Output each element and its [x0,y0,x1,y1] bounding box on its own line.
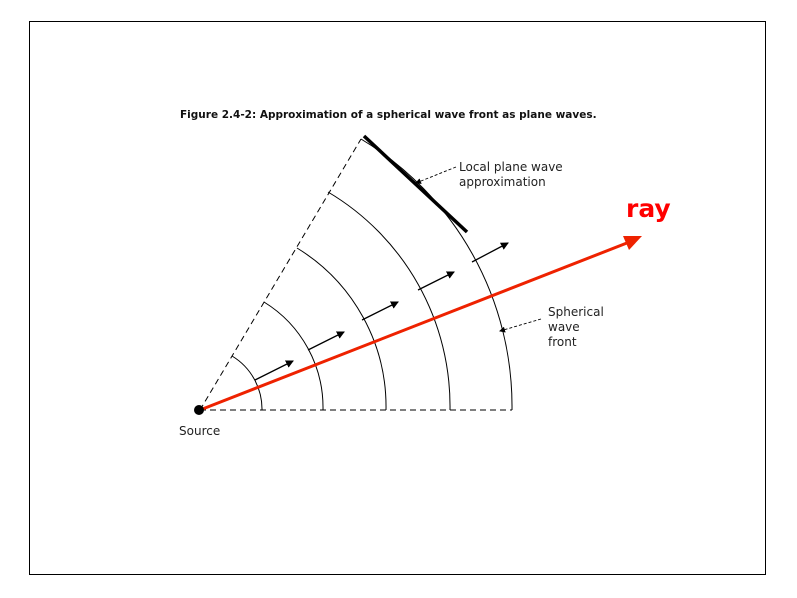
figure-title: Figure 2.4-2: Approximation of a spheric… [180,109,597,121]
ray-line [199,239,633,412]
propagation-arrow [254,360,294,381]
local-plane-wave-label: Local plane wave approximation [459,160,563,190]
callout-leader-local-plane [415,166,457,184]
source-point [194,405,204,415]
wavefront-arc-4 [327,191,451,411]
wavefront-arc-3 [296,247,387,411]
callout-leader-spherical [499,318,542,333]
spherical-label-line3: front [548,335,577,349]
local-plane-wave-line [362,134,469,234]
source-label: Source [179,424,221,438]
local-plane-wave-label-line2: approximation [459,175,546,189]
slide-frame [29,21,766,575]
ray-label: ray [626,194,671,223]
wavefront-arc-2 [263,301,324,411]
spherical-label-line1: Spherical [548,305,604,319]
sector-edge-upper [199,138,362,411]
local-plane-wave-label-line1: Local plane wave [459,160,563,174]
spherical-wave-front-label: Spherical wave front [548,305,604,350]
wavefront-arc-5 [360,138,513,411]
ray-arrowhead [623,236,642,250]
propagation-arrow [361,301,399,321]
propagation-arrow [417,271,455,291]
wavefront-arc-1 [231,355,263,411]
propagation-arrow [471,242,509,263]
propagation-arrow [307,331,345,351]
spherical-label-line2: wave [548,320,580,334]
